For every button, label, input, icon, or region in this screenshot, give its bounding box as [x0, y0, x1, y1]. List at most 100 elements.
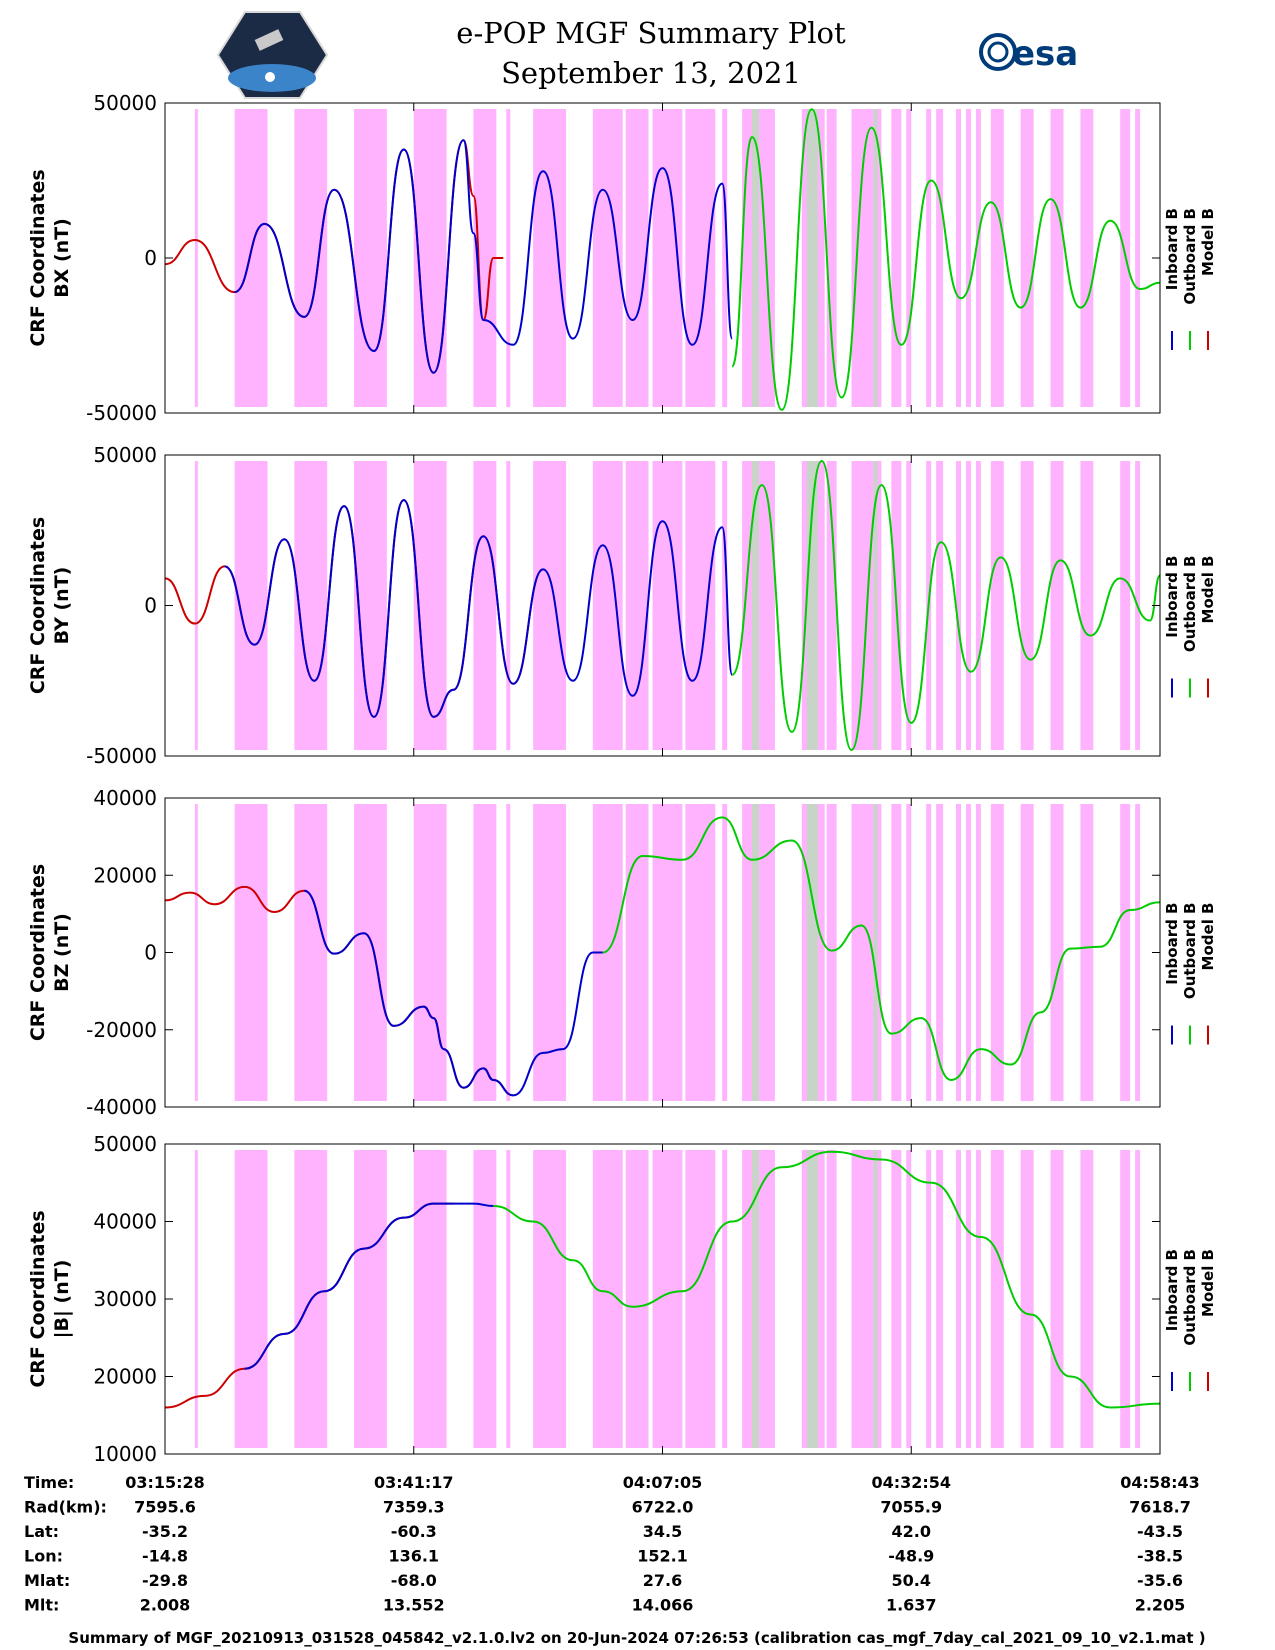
eclipse-band	[851, 1150, 875, 1448]
legend: Inboard B Outboard B Model B	[1163, 903, 1217, 1045]
eclipse-band	[1050, 109, 1064, 407]
table-cell: 04:07:05	[623, 1473, 703, 1492]
eclipse-band	[906, 461, 912, 750]
eclipse-band	[194, 109, 198, 407]
eclipse-band	[625, 461, 649, 750]
eclipse-band	[506, 1150, 511, 1448]
eclipse-band	[1135, 109, 1141, 407]
eclipse-band	[876, 1150, 882, 1448]
eclipse-band	[625, 1150, 649, 1448]
table-row-label: Time:	[24, 1473, 74, 1492]
series-line-model	[165, 885, 514, 1097]
eclipse-band	[965, 804, 971, 1101]
eclipse-band	[975, 804, 981, 1101]
eclipse-band	[194, 1150, 198, 1448]
table-cell: 7618.7	[1129, 1498, 1191, 1517]
figure-title: e-POP MGF Summary Plot	[456, 16, 846, 50]
table-cell: 2.205	[1135, 1596, 1186, 1615]
eclipse-band	[413, 1150, 447, 1448]
eclipse-band	[722, 804, 728, 1101]
esa-logo: esa	[979, 33, 1078, 74]
table-cell: 04:58:43	[1120, 1473, 1200, 1492]
eclipse-band	[975, 109, 981, 407]
eclipse-band	[956, 1150, 961, 1448]
table-row-label: Lon:	[24, 1547, 63, 1566]
table-cell: -35.2	[142, 1522, 188, 1541]
panel-by: -50000 0 50000 CRF Coordinates BY (nT) Inboar…	[27, 443, 1217, 768]
eclipse-band	[990, 804, 1004, 1101]
y-tick-label: 0	[144, 594, 157, 618]
eclipse-band	[876, 461, 882, 750]
footer-text: Summary of MGF_20210913_031528_045842_v2…	[68, 1629, 1205, 1647]
eclipse-band	[592, 461, 623, 750]
eclipse-band	[685, 461, 716, 750]
eclipse-band	[473, 1150, 497, 1448]
table-cell: 152.1	[637, 1547, 688, 1566]
legend-label-model: Model B	[1199, 903, 1217, 971]
eclipse-band	[473, 109, 497, 407]
eclipse-band	[473, 804, 497, 1101]
eclipse-band	[625, 804, 649, 1101]
eclipse-band	[826, 1150, 837, 1448]
y-tick-label: 30000	[93, 1287, 157, 1311]
eclipse-band	[234, 1150, 268, 1448]
eclipse-band	[685, 109, 716, 407]
series-line-inboard	[234, 139, 734, 374]
legend-label-outboard: Outboard B	[1181, 208, 1199, 305]
table-cell: 03:15:28	[125, 1473, 205, 1492]
eclipse-band	[354, 109, 387, 407]
table-cell: 27.6	[643, 1571, 682, 1590]
eclipse-band	[826, 461, 837, 750]
y-tick-label: -40000	[86, 1095, 157, 1119]
eclipse-band	[506, 804, 511, 1101]
y-axis-label-line: CRF Coordinates	[27, 517, 49, 694]
eclipse-band	[851, 461, 875, 750]
eclipse-band	[906, 109, 912, 407]
eclipse-band	[975, 1150, 981, 1448]
legend-label-model: Model B	[1199, 208, 1217, 276]
y-axis-label-line: BZ (nT)	[51, 913, 73, 992]
table-row-label: Lat:	[24, 1522, 59, 1541]
eclipse-band	[936, 461, 944, 750]
eclipse-band	[1020, 109, 1034, 407]
table-cell: -60.3	[391, 1522, 437, 1541]
table-cell: 14.066	[632, 1596, 694, 1615]
table-cell: 50.4	[892, 1571, 931, 1590]
table-cell: 6722.0	[632, 1498, 694, 1517]
y-axis-label-line: BY (nT)	[51, 567, 73, 645]
table-cell: -68.0	[391, 1571, 437, 1590]
eclipse-band	[473, 461, 497, 750]
panel-bz: -40000 -20000 0 20000 40000 CRF Coordinates BZ…	[27, 786, 1217, 1119]
eclipse-band	[876, 109, 882, 407]
eclipse-band	[722, 1150, 728, 1448]
table-cell: 42.0	[892, 1522, 931, 1541]
eclipse-band	[926, 1150, 932, 1448]
eclipse-band	[194, 461, 198, 750]
gray-band	[806, 109, 818, 407]
eclipse-band	[1080, 1150, 1094, 1448]
gray-band	[752, 461, 760, 750]
eclipse-band	[685, 1150, 716, 1448]
gray-band	[873, 461, 878, 750]
eclipse-band	[956, 804, 961, 1101]
eclipse-band	[936, 109, 944, 407]
eclipse-band	[826, 804, 837, 1101]
eclipse-band	[990, 109, 1004, 407]
eclipse-band	[1120, 1150, 1131, 1448]
eclipse-band	[625, 109, 649, 407]
eclipse-band	[990, 461, 1004, 750]
series-line-outboard	[602, 816, 1160, 1081]
gray-band	[806, 461, 818, 750]
eclipse-band	[826, 109, 837, 407]
y-axis-label-line: CRF Coordinates	[27, 1210, 49, 1387]
eclipse-band	[1020, 461, 1034, 750]
eclipse-band	[851, 804, 875, 1101]
eclipse-band	[975, 461, 981, 750]
y-tick-label: 50000	[93, 1132, 157, 1156]
eclipse-band	[533, 1150, 566, 1448]
y-axis-label: CRF Coordinates |B| (nT)	[27, 1210, 73, 1387]
series-line-outboard	[731, 460, 1160, 751]
gray-band	[873, 109, 878, 407]
gray-band	[873, 804, 878, 1101]
